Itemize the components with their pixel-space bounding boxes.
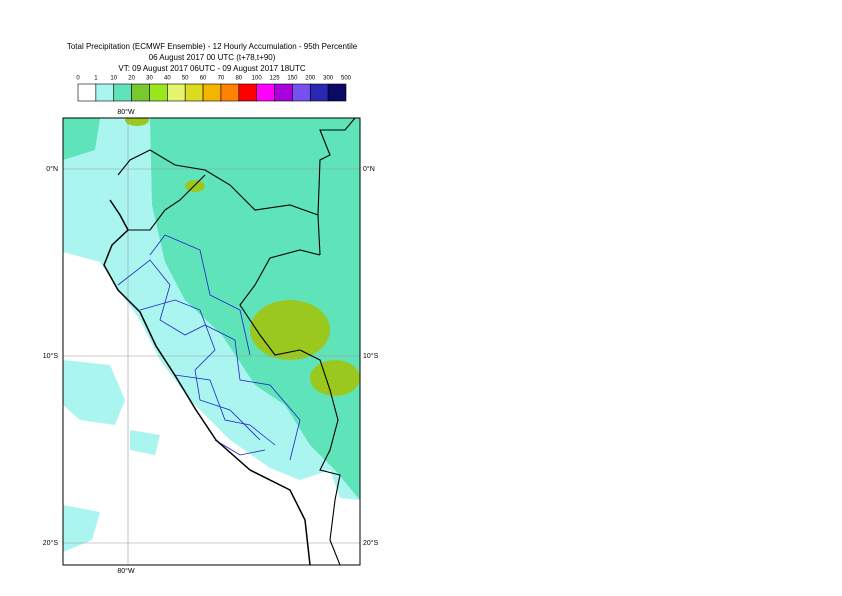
legend-label: 300 [323, 76, 334, 82]
precip-area [125, 118, 149, 126]
precip-area [130, 430, 160, 455]
legend-swatch [77, 83, 97, 102]
legend-swatch [131, 83, 150, 102]
map-frame [62, 117, 361, 566]
legend-swatch [220, 83, 240, 102]
lat-label: 10°S [43, 352, 59, 360]
legend-swatch [292, 83, 311, 102]
legend-swatch [238, 83, 257, 102]
legend-label: 125 [270, 76, 281, 82]
country-borders [103, 118, 356, 565]
legend-label: 1 [94, 76, 98, 82]
legend-label: 60 [200, 76, 207, 82]
legend-label: 100 [252, 76, 263, 82]
precip-area [150, 118, 360, 500]
legend-label: 150 [287, 76, 298, 82]
legend-label: 0 [76, 76, 80, 82]
legend-label: 20 [128, 76, 135, 82]
precip-area [63, 505, 100, 552]
lat-label: 0°N [46, 165, 58, 173]
legend-swatch [113, 83, 132, 102]
legend-label: 30 [146, 76, 153, 82]
legend-swatch [184, 83, 204, 102]
legend-swatch [149, 83, 168, 102]
graticule [63, 118, 360, 565]
legend-swatch [95, 83, 115, 102]
legend-swatch [309, 83, 329, 102]
precip-area [63, 360, 125, 425]
lat-label: 20°S [43, 539, 59, 547]
legend-label: 80 [235, 76, 242, 82]
lat-label: 20°S [363, 539, 379, 547]
title: Total Precipitation (ECMWF Ensemble) - 1… [67, 42, 358, 51]
legend: 0 1 10 20 30 40 50 60 70 80 100 125 150 200 300 500 [76, 76, 352, 102]
valid-time: VT: 09 August 2017 06UTC - 09 August 201… [118, 64, 305, 73]
legend-swatch [167, 83, 186, 102]
legend-label: 50 [182, 76, 189, 82]
lat-label: 10°S [363, 352, 379, 360]
lat-label: 0°N [363, 165, 375, 173]
precip-area [250, 300, 330, 360]
legend-swatch [327, 83, 347, 102]
lon-label: 80°W [117, 108, 135, 116]
precip-area [310, 360, 360, 396]
legend-label: 70 [218, 76, 225, 82]
legend-label: 200 [305, 76, 316, 82]
legend-swatch [274, 83, 293, 102]
map [63, 118, 360, 565]
legend-label: 10 [110, 76, 117, 82]
legend-label: 500 [341, 76, 352, 82]
province-borders [117, 234, 301, 461]
precip-area [63, 118, 100, 160]
subtitle: 06 August 2017 00 UTC (t+78,t+90) [149, 53, 276, 62]
precip-area [185, 180, 205, 192]
lon-label: 80°W [117, 567, 135, 575]
legend-swatch [256, 83, 275, 102]
legend-swatch [202, 83, 222, 102]
legend-label: 40 [164, 76, 171, 82]
